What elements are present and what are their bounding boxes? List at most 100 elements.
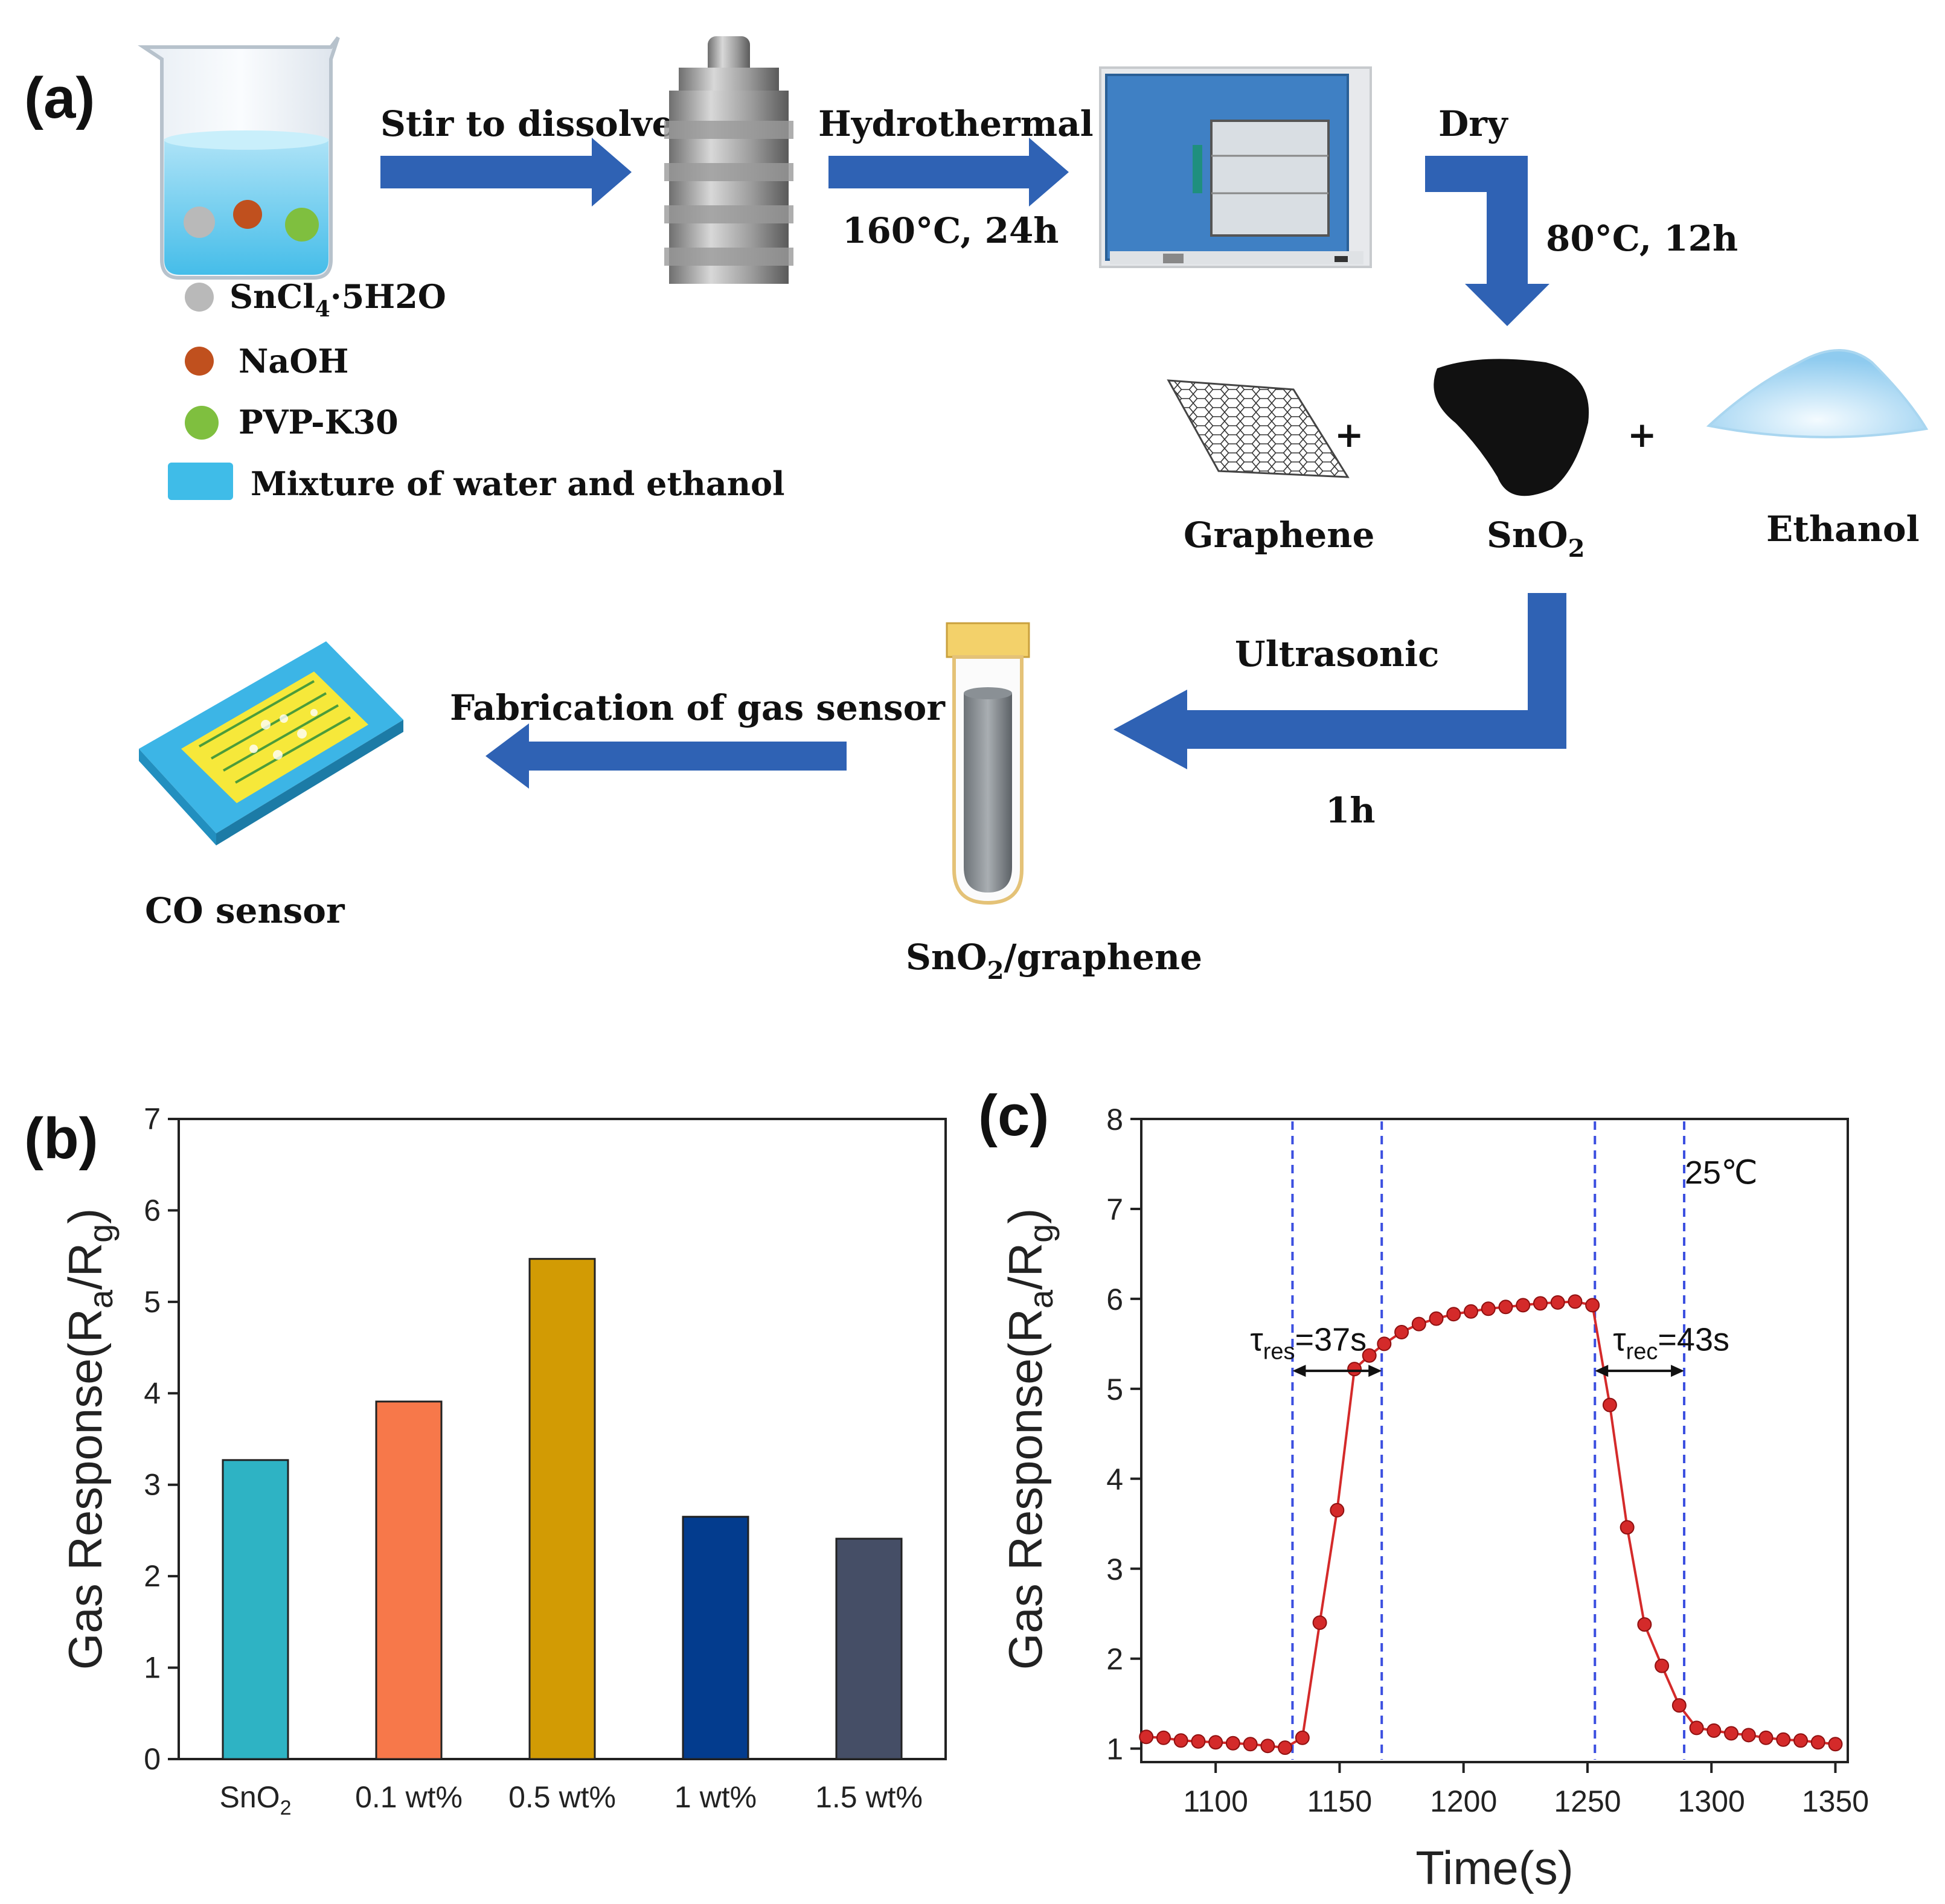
panel-c-label: (c): [978, 1083, 1049, 1148]
panel-a: (a) SnCl4·5H2O NaOH PVP-K30 Mixture of w…: [24, 36, 1929, 985]
b-xtick-label: SnO2: [220, 1780, 292, 1819]
c-point: [1464, 1304, 1478, 1319]
c-point: [1208, 1735, 1223, 1750]
arrow-fabrication: [485, 723, 847, 789]
step-dry-label: Dry: [1438, 103, 1509, 144]
c-point: [1429, 1311, 1444, 1326]
co-sensor-illustration: [139, 641, 403, 845]
c-ylabel: Gas Response(Ra/Rg): [999, 1208, 1060, 1670]
arrow-ultrasonic: [1113, 593, 1566, 769]
reagent-legend: SnCl4·5H2O NaOH PVP-K30 Mixture of water…: [168, 277, 785, 503]
panel-c: (c) 25℃ 1 2 3 4 5 6 7 8 1100 1150 1200 1250 1300 135…: [978, 1083, 1869, 1894]
c-xtick-label: 1250: [1554, 1784, 1621, 1818]
test-tube-illustration: [946, 622, 1030, 905]
c-point: [1516, 1298, 1531, 1313]
drying-oven-illustration: [1099, 66, 1372, 268]
c-point: [1776, 1732, 1791, 1747]
arrow-hydrothermal: [828, 138, 1069, 207]
c-point: [1620, 1520, 1635, 1535]
c-ytick-label: 4: [1106, 1463, 1123, 1496]
pvp-particle: [285, 208, 319, 242]
beaker-illustration: [138, 36, 340, 280]
c-point: [1689, 1720, 1704, 1736]
panel-a-label: (a): [24, 66, 95, 130]
b-xtick-label: 0.1 wt%: [355, 1780, 463, 1814]
c-point: [1637, 1617, 1652, 1632]
c-ytick-label: 7: [1106, 1193, 1123, 1226]
c-point: [1481, 1301, 1496, 1316]
b-ytick-label: 0: [144, 1742, 161, 1776]
ethanol-label: Ethanol: [1766, 508, 1920, 550]
bar-4: [835, 1537, 903, 1760]
b-ytick-label: 4: [144, 1376, 161, 1410]
c-point: [1278, 1740, 1293, 1755]
c-ytick-label: 8: [1106, 1103, 1123, 1136]
bar-1: [375, 1400, 443, 1760]
c-point: [1225, 1736, 1240, 1751]
c-point: [1568, 1294, 1583, 1309]
c-xtick-label: 1350: [1802, 1784, 1869, 1818]
sno2-powder-illustration: [1434, 359, 1589, 496]
step-hydrothermal-label: Hydrothermal: [818, 103, 1094, 144]
step-ultrasonic-label: Ultrasonic: [1235, 633, 1439, 675]
ethanol-illustration: [1706, 349, 1929, 438]
c-point: [1758, 1730, 1774, 1745]
co-sensor-label: CO sensor: [145, 890, 345, 931]
c-point: [1362, 1348, 1377, 1363]
c-point: [1411, 1316, 1426, 1332]
b-xtick-label: 1 wt%: [675, 1780, 757, 1814]
c-point: [1173, 1733, 1188, 1748]
plot-frame-c: [1140, 1118, 1849, 1763]
step-hydrothermal-cond: 160°C, 24h: [842, 210, 1059, 251]
c-point: [1139, 1729, 1154, 1745]
composite-label: SnO2/graphene: [906, 937, 1202, 985]
autoclave-illustration: [664, 36, 793, 284]
c-point: [1446, 1307, 1461, 1322]
c-ytick-label: 3: [1106, 1553, 1123, 1586]
panel-b: (b) 0 1 2 3 4 5 6 7 SnO2 0.1 wt% 0.5 wt% 1 wt% 1.5 …: [24, 1102, 947, 1819]
step-ultrasonic-time: 1h: [1325, 790, 1376, 831]
graphene-label: Graphene: [1184, 514, 1374, 556]
c-point: [1377, 1336, 1392, 1351]
c-point: [1602, 1397, 1617, 1412]
line-chart: 25℃ 1 2 3 4 5 6 7 8 1100 1150 1200 1250 1300 1350 τr…: [999, 1103, 1869, 1894]
b-ytick-label: 6: [144, 1193, 161, 1227]
c-marker-label: τres=37s: [1250, 1322, 1367, 1365]
c-point: [1724, 1726, 1739, 1741]
plus-sign-1: +: [1335, 414, 1364, 455]
c-point: [1156, 1730, 1171, 1745]
graphene-illustration: [1167, 379, 1350, 478]
c-point: [1810, 1735, 1825, 1750]
c-point: [1741, 1728, 1756, 1743]
c-series-line: [1146, 1300, 1836, 1749]
c-point: [1498, 1300, 1513, 1315]
c-point: [1533, 1296, 1548, 1311]
step-dry-cond: 80°C, 12h: [1546, 218, 1738, 259]
c-ytick-label: 6: [1106, 1283, 1123, 1316]
sno2-label: SnO2: [1487, 514, 1585, 563]
b-ytick-label: 1: [144, 1651, 161, 1685]
b-ylabel: Gas Response(Ra/Rg): [59, 1208, 120, 1670]
step-fabrication-label: Fabrication of gas sensor: [450, 687, 946, 728]
c-xlabel: Time(s): [1415, 1841, 1573, 1894]
c-xtick-label: 1200: [1430, 1784, 1497, 1818]
c-arrowhead: [1595, 1365, 1609, 1377]
c-point: [1793, 1733, 1808, 1748]
b-ytick-label: 3: [144, 1468, 161, 1502]
plus-sign-2: +: [1627, 414, 1657, 455]
bar-0: [222, 1459, 289, 1760]
legend-mixture: Mixture of water and ethanol: [251, 464, 785, 503]
c-point: [1243, 1737, 1258, 1752]
c-xtick-label: 1150: [1307, 1784, 1373, 1818]
c-point: [1260, 1739, 1275, 1754]
c-point: [1312, 1615, 1327, 1630]
c-point: [1585, 1298, 1600, 1313]
c-point: [1330, 1502, 1345, 1518]
c-point: [1550, 1295, 1565, 1310]
legend-sncl4: SnCl4·5H2O: [229, 277, 446, 322]
c-ytick-label: 2: [1106, 1643, 1123, 1676]
b-ytick-label: 7: [144, 1102, 161, 1136]
c-point: [1671, 1698, 1687, 1713]
c-point: [1394, 1325, 1409, 1340]
